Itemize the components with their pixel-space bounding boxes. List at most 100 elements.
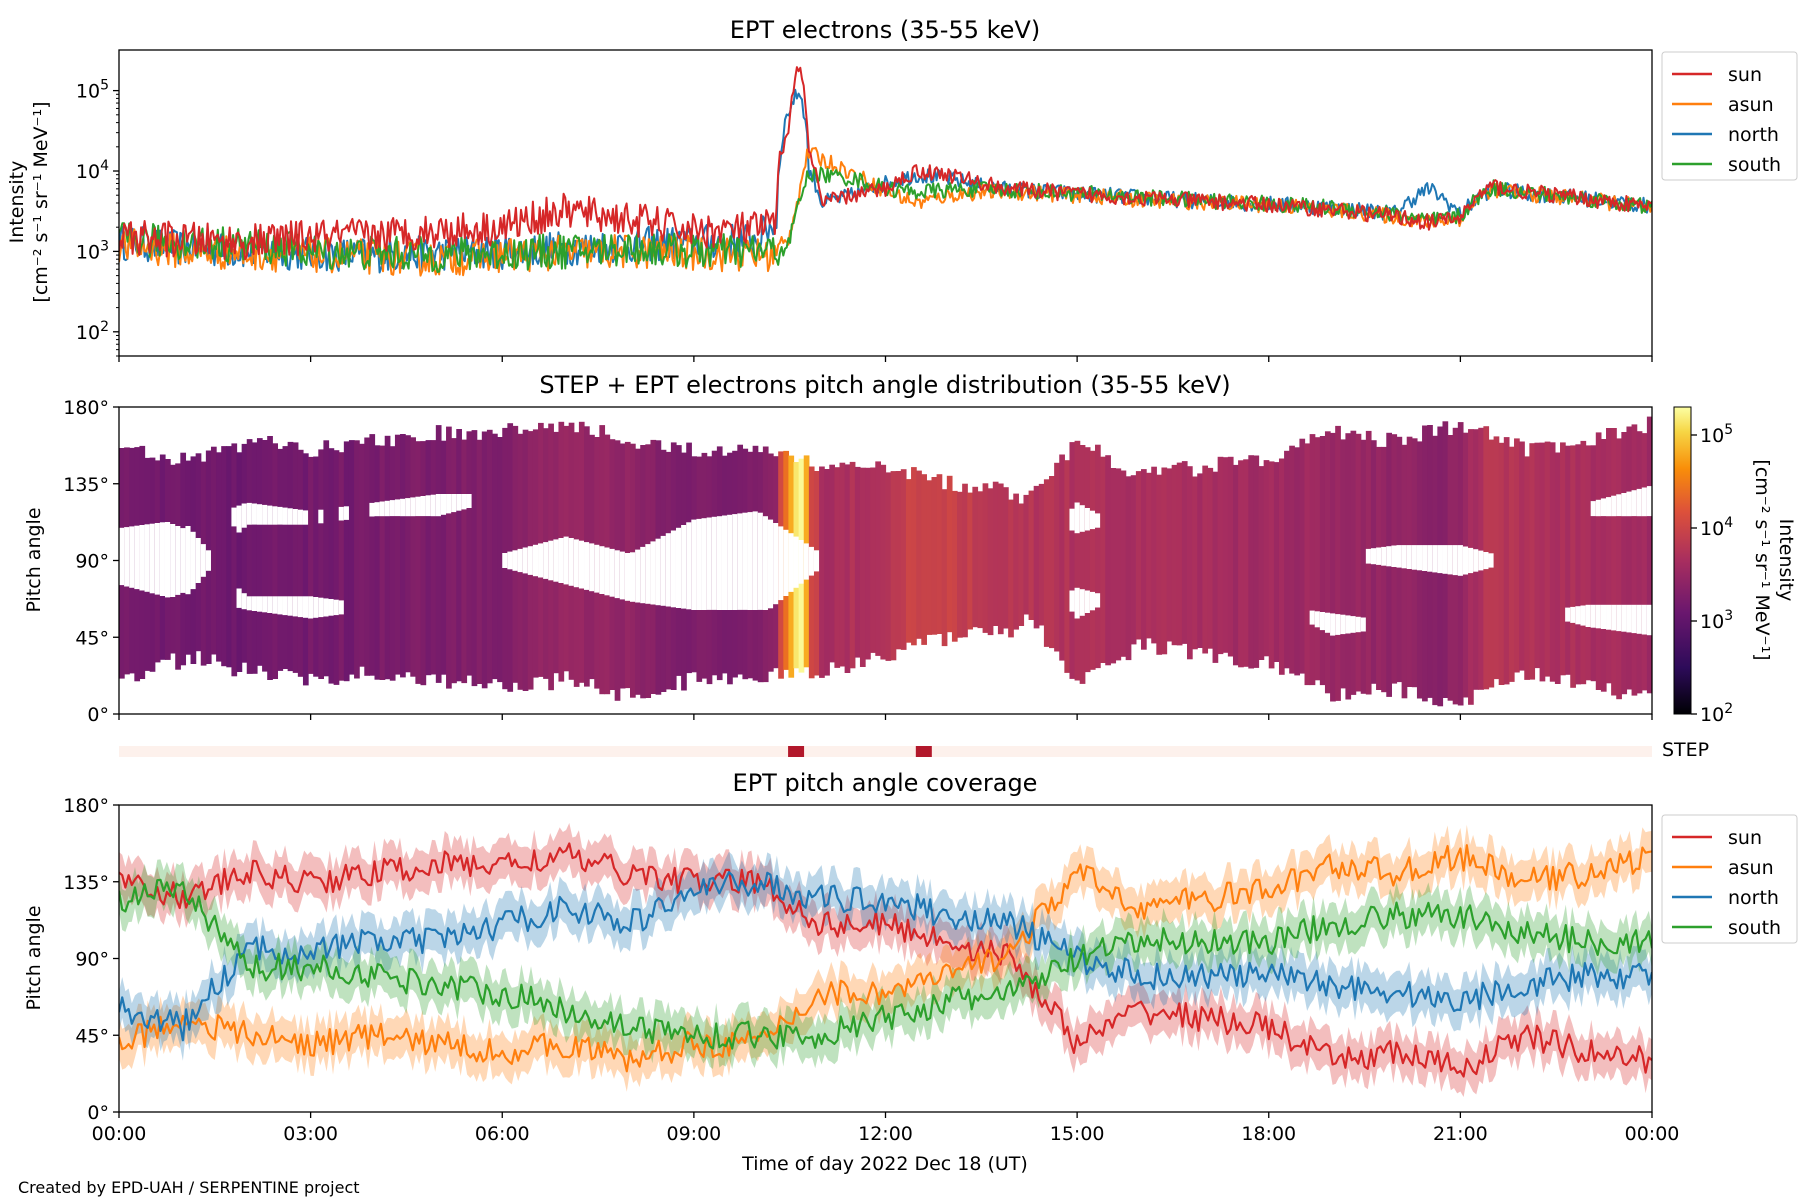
pad-cell	[1151, 466, 1157, 644]
x-tick-label: 03:00	[283, 1123, 338, 1145]
pad-cell	[216, 452, 222, 662]
legend-entry-north: north	[1728, 887, 1779, 909]
pad-cell	[926, 480, 933, 635]
pad-gap	[1360, 617, 1367, 632]
pad-cell	[1217, 456, 1224, 655]
pad-cell	[962, 483, 968, 638]
pad-gap	[400, 498, 406, 517]
pad-cell	[1146, 472, 1152, 639]
pad-gap	[813, 550, 820, 572]
coverage-band-north	[119, 851, 1652, 1061]
y-tick-label: 0°	[87, 1102, 109, 1124]
pad-gap	[778, 526, 784, 601]
pad-cell	[256, 438, 263, 666]
pad-cell	[451, 438, 457, 684]
pad-gap	[747, 512, 754, 610]
pad-gap	[1631, 604, 1638, 634]
pad-cell	[1560, 442, 1566, 676]
pad-gap	[757, 512, 764, 610]
pad-gap	[762, 516, 769, 610]
legend-intensity: sun asun north south	[1661, 51, 1798, 181]
pad-cell	[420, 441, 427, 686]
pad-gap	[573, 539, 580, 588]
pad-gap	[119, 527, 125, 586]
panel2-ylabel: Pitch angle	[23, 507, 45, 612]
pad-gap	[272, 596, 279, 614]
pad-cell	[1590, 445, 1597, 682]
pad-gap	[1575, 606, 1582, 625]
step-marker	[788, 746, 805, 757]
pad-gap	[1432, 545, 1438, 573]
pad-gap	[665, 533, 672, 607]
pad-cell	[900, 469, 907, 650]
pad-cell	[323, 440, 330, 677]
pad-cell	[865, 467, 871, 660]
pad-gap	[1646, 486, 1652, 517]
pad-gap	[594, 544, 600, 593]
pad-cell	[1181, 461, 1188, 644]
pad-gap	[1340, 614, 1346, 635]
pad-cell	[338, 452, 345, 681]
pad-gap	[124, 527, 130, 587]
pad-gap	[527, 546, 534, 575]
pad-gap	[1095, 513, 1101, 528]
pad-gap	[1406, 545, 1413, 569]
pad-cell	[1335, 425, 1341, 701]
pad-gap	[1452, 545, 1459, 576]
pad-gap	[461, 494, 468, 510]
pad-cell	[1089, 450, 1096, 670]
pad-gap	[451, 494, 457, 513]
pad-gap	[522, 547, 529, 574]
panel4-y-ticks: 0° 45° 90° 135° 180°	[63, 795, 119, 1124]
pad-cell	[1519, 441, 1525, 671]
colorbar-label: Intensity	[1775, 519, 1797, 602]
pad-cell	[348, 440, 355, 675]
colorbar-tick-label: 102	[1700, 701, 1733, 726]
pad-gap	[333, 599, 340, 616]
pad-cell	[1069, 442, 1076, 679]
pad-cell	[1243, 459, 1249, 667]
pad-gap	[1391, 545, 1398, 567]
pad-cell	[1524, 456, 1530, 680]
pad-cell	[471, 430, 478, 687]
pad-gap	[1611, 495, 1617, 517]
pad-cell	[982, 483, 989, 633]
pad-gap	[343, 506, 350, 520]
pad-cell	[1100, 456, 1106, 663]
pad-cell	[236, 452, 243, 672]
pad-gap	[129, 526, 135, 588]
pad-gap	[256, 596, 263, 612]
pad-gap	[716, 516, 723, 610]
pad-cell	[1064, 460, 1071, 673]
pad-gap	[420, 496, 427, 517]
pad-cell	[1105, 455, 1111, 666]
pad-cell	[1539, 442, 1546, 682]
coverage-line-north	[119, 871, 1652, 1042]
pad-cell	[1549, 442, 1556, 682]
pad-gap	[1314, 611, 1321, 628]
y-tick-label: 180°	[63, 795, 109, 817]
pad-gap	[1069, 508, 1076, 531]
pad-gap	[578, 540, 585, 589]
step-strip	[119, 746, 1652, 757]
pad-gap	[1473, 549, 1479, 572]
pad-gap	[405, 498, 411, 517]
pad-cell	[1135, 471, 1142, 640]
y-tick-label: 90°	[75, 949, 109, 971]
pad-gap	[277, 596, 284, 615]
pad-cell	[210, 446, 217, 655]
pad-gap	[205, 550, 212, 571]
pad-cell	[972, 486, 979, 628]
pad-cell	[313, 456, 319, 677]
pad-cell	[844, 464, 851, 673]
pad-cell	[839, 462, 846, 667]
pad-gap	[512, 550, 519, 571]
pad-cell	[364, 437, 370, 676]
pad-cell	[1636, 431, 1643, 694]
pad-gap	[1074, 587, 1081, 619]
pad-gap	[175, 526, 181, 595]
pad-gap	[1422, 545, 1428, 571]
pad-gap	[507, 551, 514, 570]
pad-cell	[1110, 468, 1117, 664]
